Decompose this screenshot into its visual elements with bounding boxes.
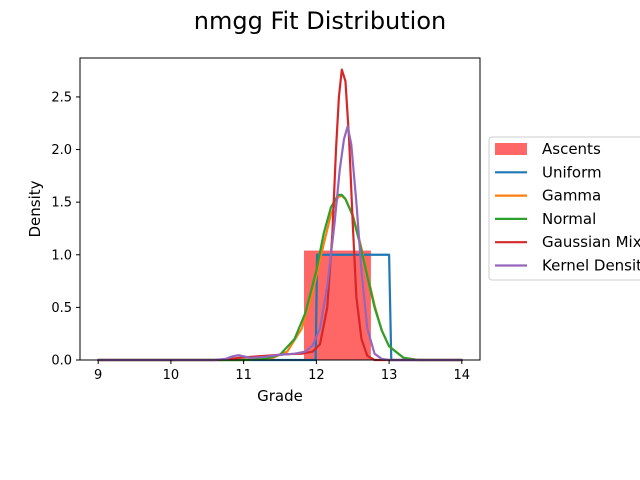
series-line-kernel-density — [97, 125, 463, 362]
legend-label-gaussian-mixture: Gaussian Mixture — [542, 233, 640, 251]
legend-label-kernel-density: Kernel Density — [542, 257, 640, 275]
series-line-gaussian-mixture — [97, 68, 463, 362]
x-tick-label-2: 11 — [235, 368, 252, 383]
x-tick-label-5: 14 — [454, 368, 471, 383]
y-axis-label: Density — [26, 180, 44, 237]
series-line-normal — [97, 193, 463, 362]
x-tick-label-3: 12 — [308, 368, 325, 383]
y-tick-label-4: 2.0 — [51, 143, 72, 158]
legend-label-normal: Normal — [542, 210, 596, 228]
x-axis-label: Grade — [257, 387, 303, 405]
series-line-uniform — [97, 253, 463, 362]
legend-label-ascents: Ascents — [542, 140, 601, 158]
legend-label-uniform: Uniform — [542, 163, 602, 181]
x-tick-label-0: 9 — [94, 368, 102, 383]
x-axis: 9 10 11 12 13 14 — [94, 360, 470, 383]
series-line-gamma — [97, 194, 463, 362]
y-tick-label-3: 1.5 — [51, 196, 72, 211]
x-tick-label-1: 10 — [163, 368, 180, 383]
legend-label-gamma: Gamma — [542, 187, 601, 205]
chart-title: nmgg Fit Distribution — [194, 7, 446, 35]
y-axis: 0.0 0.5 1.0 1.5 2.0 2.5 — [51, 90, 80, 369]
legend-swatch-ascents — [495, 143, 527, 155]
plot-frame — [79, 57, 481, 361]
y-tick-label-0: 0.0 — [51, 354, 72, 369]
y-tick-label-2: 1.0 — [51, 248, 72, 263]
legend: Ascents Uniform Gamma Normal Gaussian Mixtur… — [488, 136, 640, 281]
x-tick-label-4: 13 — [381, 368, 398, 383]
series-lines-layer — [97, 68, 463, 362]
y-tick-label-1: 0.5 — [51, 301, 72, 316]
plot-area — [79, 57, 481, 362]
y-tick-label-5: 2.5 — [51, 90, 72, 105]
